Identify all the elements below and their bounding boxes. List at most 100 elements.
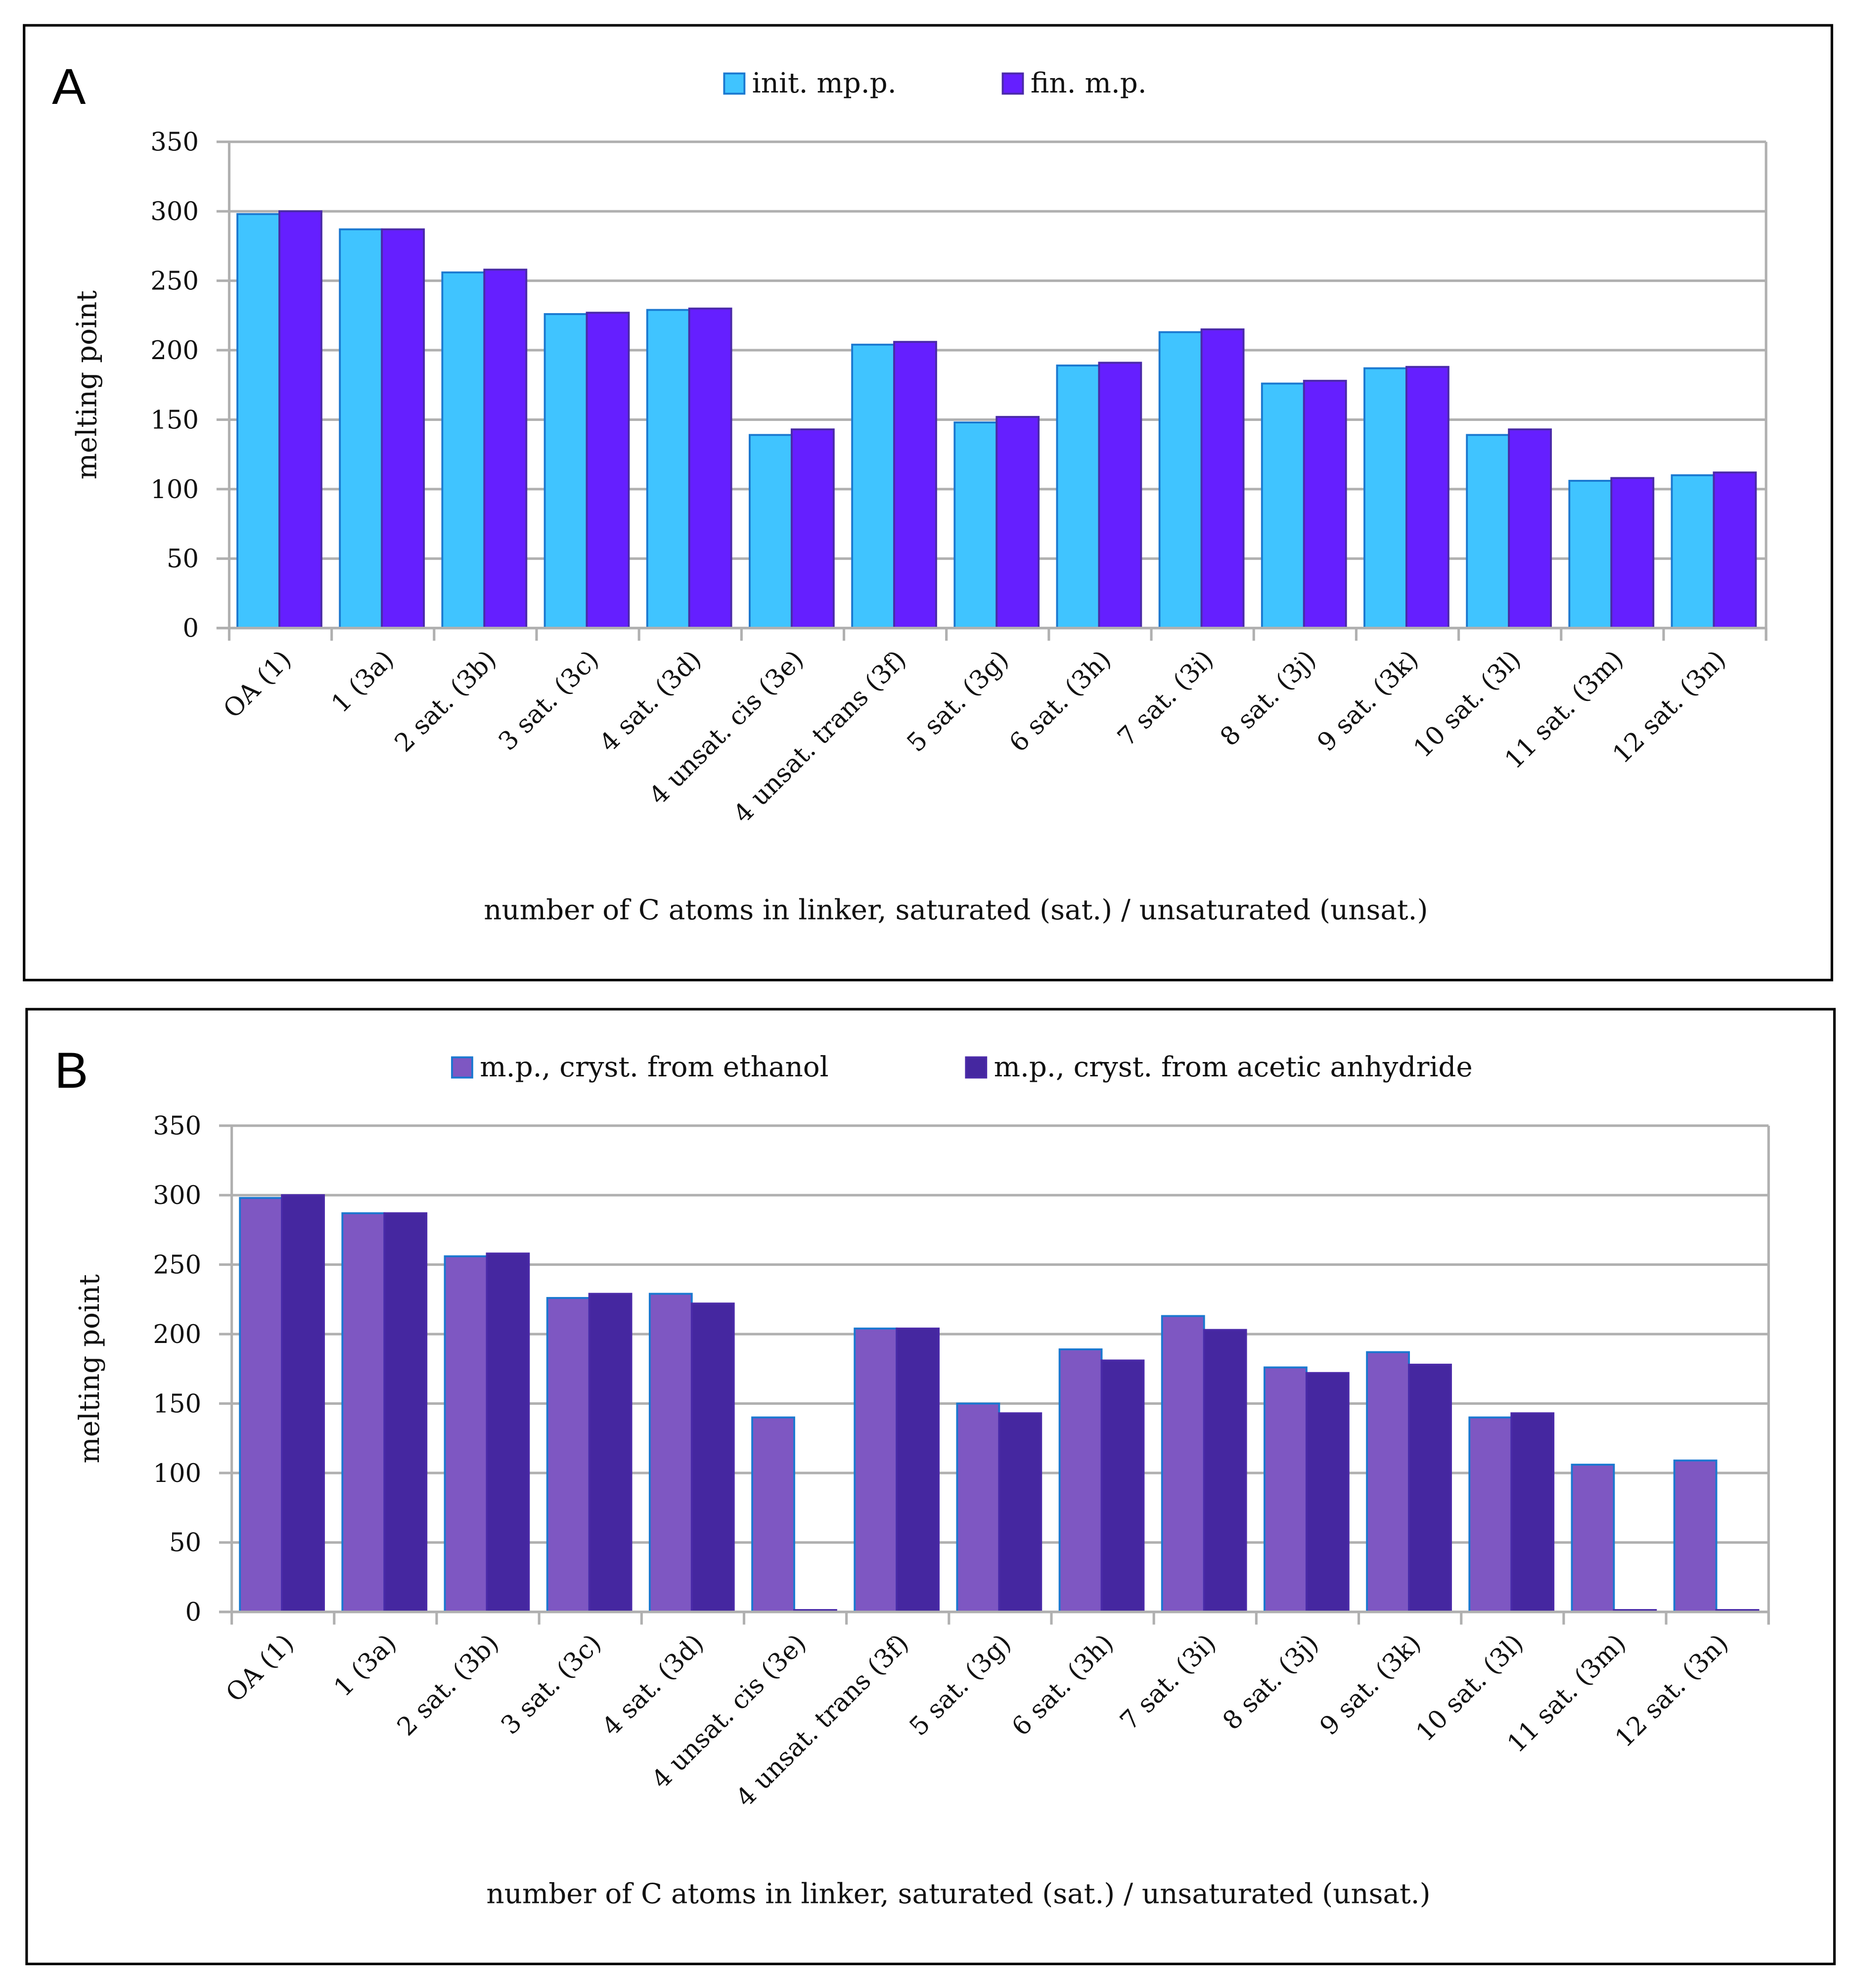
x-axis-label: number of C atoms in linker, saturated (… [486, 1878, 1430, 1910]
y-tick-label: 150 [150, 405, 199, 435]
legend-label: fin. m.p. [1031, 67, 1147, 99]
y-tick-label: 50 [167, 544, 199, 574]
bar-series1 [1161, 1315, 1205, 1613]
legend-swatch [965, 1056, 988, 1079]
bar-series1 [1363, 367, 1407, 629]
bar-series2 [586, 312, 630, 629]
bar-series2 [1305, 1372, 1350, 1613]
y-tick-label: 300 [150, 197, 199, 227]
y-tick-label: 0 [182, 614, 199, 644]
bar-series1 [648, 1293, 693, 1613]
y-axis-label: melting point [74, 1274, 106, 1464]
x-tick-label: 4 unsat. trans (3f) [727, 645, 912, 829]
legend-label: m.p., cryst. from acetic anhydride [994, 1051, 1473, 1083]
bar-series2 [383, 1212, 428, 1613]
x-tick-label: 7 sat. (3i) [1112, 645, 1220, 752]
bar-series1 [854, 1327, 898, 1613]
x-tick-label: 1 (3a) [328, 1628, 403, 1703]
bar-series2 [1510, 1412, 1555, 1613]
bar-series2 [893, 341, 937, 629]
bar-series1 [646, 309, 690, 629]
y-tick-label: 300 [153, 1181, 201, 1210]
panel-letter: B [54, 1042, 88, 1099]
bar-series1 [748, 434, 793, 629]
y-tick-label: 250 [153, 1250, 201, 1280]
bar-series2 [1508, 428, 1552, 629]
bar-series2 [790, 428, 835, 629]
x-tick-label: 4 sat. (3d) [594, 645, 707, 758]
x-tick-label: 5 sat. (3g) [904, 1628, 1017, 1742]
bar-series1 [1673, 1459, 1718, 1613]
bar-series2 [1408, 1363, 1452, 1613]
bar-series1 [341, 1212, 386, 1613]
bar-series1 [1466, 434, 1510, 629]
bar-series2 [688, 307, 732, 629]
legend-swatch [451, 1056, 473, 1079]
bar-series2 [1303, 379, 1347, 629]
bar-series1 [1468, 1416, 1513, 1613]
legend-label: m.p., cryst. from ethanol [480, 1051, 828, 1083]
x-tick-label: 6 sat. (3h) [1003, 645, 1117, 758]
bar-series2 [998, 1412, 1042, 1613]
bar-series1 [1058, 1348, 1103, 1613]
y-axis-label: melting point [71, 290, 103, 480]
x-tick-label: 4 sat. (3d) [596, 1628, 710, 1742]
panel-frame [25, 1008, 1836, 1965]
x-tick-label: 3 sat. (3c) [493, 645, 604, 756]
bar-series1 [1158, 331, 1203, 629]
bar-series2 [1405, 366, 1449, 629]
bar-series2 [1100, 1359, 1145, 1613]
bar-series1 [1264, 1366, 1308, 1613]
chart-panel-b: B 0 50 100 150 200 250 300 350 OA (1) 1 (3a)2 sat.… [25, 1008, 1836, 1965]
bar-series2 [690, 1302, 735, 1613]
x-tick-label: OA (1) [220, 1628, 300, 1708]
panel-frame [23, 24, 1833, 981]
x-axis-label: number of C atoms in linker, saturated (… [484, 894, 1428, 926]
bar-series2 [896, 1327, 940, 1613]
x-tick-label: 9 sat. (3k) [1314, 1628, 1427, 1741]
bar-series1 [339, 228, 383, 629]
y-tick-label: 100 [150, 475, 199, 505]
x-tick-label: 2 sat. (3b) [389, 645, 502, 758]
bar-series1 [1568, 480, 1613, 629]
bar-series2 [588, 1293, 633, 1613]
bar-series2 [278, 210, 322, 629]
panel-letter: A [52, 58, 86, 115]
y-tick-label: 50 [169, 1528, 201, 1558]
x-tick-label: 4 unsat. trans (3f) [730, 1628, 915, 1813]
chart-panel-a: A 0 50 100 150 200 250 300 350 OA (1) 1 (3a)2 sat.… [23, 24, 1833, 981]
bar-series1 [543, 313, 588, 629]
x-tick-label: 3 sat. (3c) [496, 1628, 607, 1740]
x-tick-label: 6 sat. (3h) [1006, 1628, 1119, 1742]
y-tick-label: 250 [150, 266, 199, 296]
y-tick-label: 0 [185, 1598, 202, 1627]
bar-series1 [236, 213, 280, 629]
bar-series1 [953, 421, 998, 629]
bar-series2 [1610, 477, 1655, 629]
bar-series2 [1098, 362, 1142, 629]
bar-series1 [751, 1416, 795, 1613]
legend-label: init. mp.p. [752, 67, 897, 99]
bar-series2 [1200, 328, 1245, 629]
x-tick-label: 1 (3a) [325, 645, 400, 719]
bar-series2 [281, 1194, 325, 1613]
bar-series1 [1571, 1464, 1615, 1613]
x-tick-label: 2 sat. (3b) [391, 1628, 504, 1742]
x-tick-label: 8 sat. (3j) [1215, 645, 1322, 752]
bar-series1 [1671, 474, 1715, 629]
bar-series1 [851, 343, 895, 629]
x-tick-label: 9 sat. (3k) [1312, 645, 1424, 757]
bar-series2 [381, 228, 425, 629]
bar-series1 [444, 1255, 488, 1613]
bar-series2 [1713, 471, 1757, 629]
bar-series1 [956, 1402, 1000, 1613]
bar-series2 [486, 1252, 530, 1613]
y-tick-label: 200 [153, 1320, 201, 1349]
bar-series1 [546, 1297, 590, 1613]
bar-series1 [441, 271, 486, 629]
y-tick-label: 350 [150, 128, 199, 157]
bar-series2 [1203, 1329, 1247, 1613]
legend-swatch [723, 72, 746, 95]
bar-series1 [1056, 364, 1100, 629]
